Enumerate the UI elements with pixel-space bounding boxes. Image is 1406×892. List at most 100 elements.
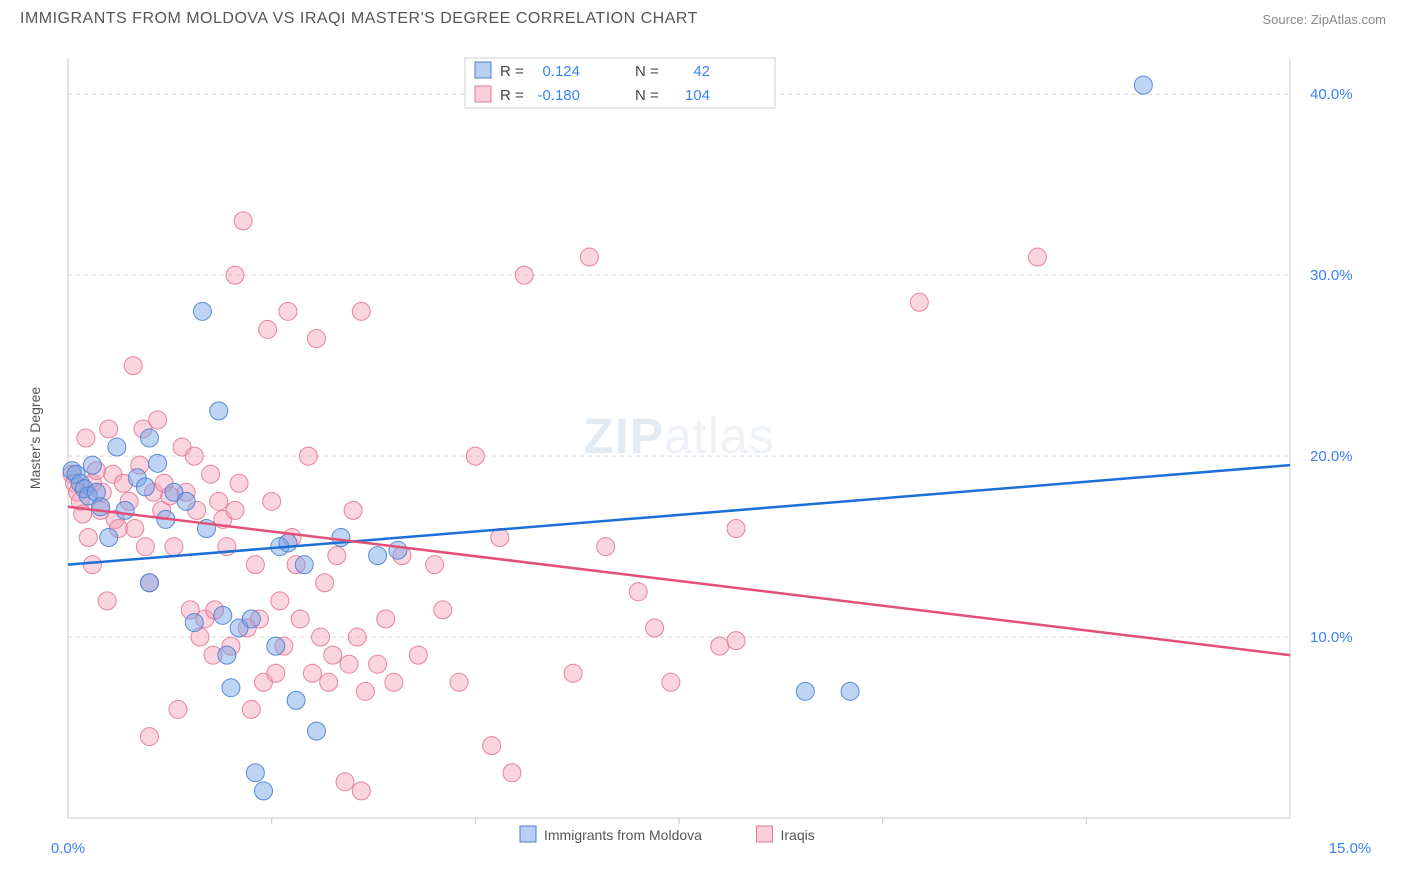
point-iraqi	[246, 556, 264, 574]
point-iraqi	[242, 700, 260, 718]
y-axis-label: Master's Degree	[27, 387, 43, 489]
point-iraqi	[79, 529, 97, 547]
point-iraqi	[124, 357, 142, 375]
point-iraqi	[340, 655, 358, 673]
point-iraqi	[385, 673, 403, 691]
point-iraqi	[450, 673, 468, 691]
xtick-label: 0.0%	[51, 840, 85, 857]
point-iraqi	[271, 592, 289, 610]
point-iraqi	[320, 673, 338, 691]
ytick-label: 10.0%	[1310, 629, 1353, 646]
point-moldova	[246, 764, 264, 782]
point-iraqi	[140, 728, 158, 746]
point-moldova	[841, 682, 859, 700]
point-moldova	[214, 606, 232, 624]
point-moldova	[1134, 76, 1152, 94]
point-iraqi	[369, 655, 387, 673]
stats-n-value-iraqi: 104	[685, 87, 710, 104]
stats-n-label-iraqi: N =	[635, 87, 659, 104]
stats-swatch-iraqi	[475, 86, 491, 102]
point-iraqi	[646, 619, 664, 637]
stats-n-label-moldova: N =	[635, 63, 659, 80]
point-moldova	[140, 429, 158, 447]
point-moldova	[116, 501, 134, 519]
point-iraqi	[580, 248, 598, 266]
legend-swatch-iraqi	[757, 826, 773, 842]
point-iraqi	[377, 610, 395, 628]
point-moldova	[369, 547, 387, 565]
ytick-label: 30.0%	[1310, 267, 1353, 284]
point-moldova	[389, 541, 407, 559]
point-moldova	[218, 646, 236, 664]
point-moldova	[185, 614, 203, 632]
xtick-label: 15.0%	[1329, 840, 1372, 857]
point-iraqi	[100, 420, 118, 438]
point-moldova	[149, 454, 167, 472]
legend-label-moldova: Immigrants from Moldova	[544, 827, 702, 843]
point-iraqi	[312, 628, 330, 646]
stats-r-value-moldova: 0.124	[542, 63, 580, 80]
point-iraqi	[234, 212, 252, 230]
point-moldova	[287, 691, 305, 709]
point-iraqi	[1028, 248, 1046, 266]
point-iraqi	[466, 447, 484, 465]
chart-title: IMMIGRANTS FROM MOLDOVA VS IRAQI MASTER'…	[20, 10, 698, 28]
point-moldova	[796, 682, 814, 700]
ytick-label: 20.0%	[1310, 448, 1353, 465]
point-moldova	[193, 302, 211, 320]
point-iraqi	[316, 574, 334, 592]
point-iraqi	[597, 538, 615, 556]
point-iraqi	[279, 302, 297, 320]
point-iraqi	[409, 646, 427, 664]
point-moldova	[100, 529, 118, 547]
point-iraqi	[136, 538, 154, 556]
stats-r-label-moldova: R =	[500, 63, 524, 80]
stats-n-value-moldova: 42	[693, 63, 710, 80]
point-iraqi	[727, 519, 745, 537]
point-iraqi	[515, 266, 533, 284]
legend-label-iraqi: Iraqis	[781, 827, 815, 843]
point-moldova	[295, 556, 313, 574]
point-moldova	[92, 498, 110, 516]
point-iraqi	[226, 501, 244, 519]
point-moldova	[177, 492, 195, 510]
point-iraqi	[662, 673, 680, 691]
point-iraqi	[226, 266, 244, 284]
point-iraqi	[202, 465, 220, 483]
point-iraqi	[185, 447, 203, 465]
point-iraqi	[165, 538, 183, 556]
chart-container: 10.0%20.0%30.0%40.0%0.0%15.0%Master's De…	[20, 38, 1386, 858]
watermark: ZIPatlas	[583, 408, 774, 464]
point-iraqi	[344, 501, 362, 519]
point-iraqi	[267, 664, 285, 682]
point-moldova	[210, 402, 228, 420]
point-iraqi	[434, 601, 452, 619]
point-iraqi	[259, 320, 277, 338]
stats-r-value-iraqi: -0.180	[537, 87, 580, 104]
point-iraqi	[169, 700, 187, 718]
point-iraqi	[230, 474, 248, 492]
stats-swatch-moldova	[475, 62, 491, 78]
point-moldova	[83, 456, 101, 474]
point-iraqi	[727, 632, 745, 650]
point-iraqi	[98, 592, 116, 610]
point-iraqi	[126, 519, 144, 537]
point-iraqi	[291, 610, 309, 628]
point-iraqi	[910, 293, 928, 311]
trendline-moldova	[68, 465, 1290, 565]
point-iraqi	[503, 764, 521, 782]
point-iraqi	[83, 556, 101, 574]
point-iraqi	[149, 411, 167, 429]
point-iraqi	[210, 492, 228, 510]
point-iraqi	[263, 492, 281, 510]
point-iraqi	[711, 637, 729, 655]
point-iraqi	[307, 329, 325, 347]
point-moldova	[279, 534, 297, 552]
point-iraqi	[348, 628, 366, 646]
stats-r-label-iraqi: R =	[500, 87, 524, 104]
point-iraqi	[352, 302, 370, 320]
point-moldova	[222, 679, 240, 697]
point-iraqi	[426, 556, 444, 574]
point-iraqi	[299, 447, 317, 465]
point-iraqi	[303, 664, 321, 682]
